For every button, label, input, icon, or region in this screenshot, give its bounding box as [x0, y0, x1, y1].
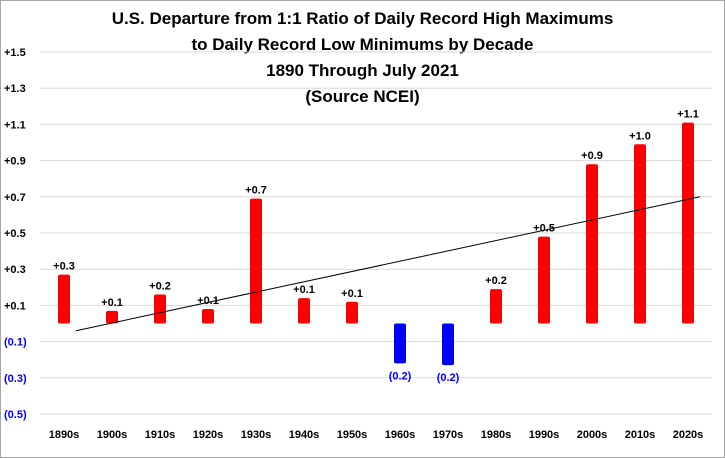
- data-label: +1.0: [629, 130, 651, 142]
- y-tick-label: +0.7: [4, 192, 26, 204]
- data-label: +0.9: [581, 150, 603, 162]
- data-label: +0.3: [53, 261, 75, 273]
- x-tick-label: 1970s: [433, 429, 464, 441]
- y-tick-label: (0.5): [4, 409, 27, 421]
- bar: [634, 144, 646, 324]
- x-tick-label: 1930s: [241, 429, 272, 441]
- data-label: +0.5: [533, 223, 555, 235]
- data-label: +0.2: [149, 281, 171, 293]
- y-axis-ticks: +1.5 +1.3 +1.1 +0.9 +0.7 +0.5 +0.3 +0.1 (0.1) (0.…: [4, 47, 27, 421]
- data-label: +0.7: [245, 185, 267, 197]
- y-tick-label: +0.5: [4, 228, 26, 240]
- chart-title: U.S. Departure from 1:1 Ratio of Daily R…: [0, 6, 725, 110]
- title-line-3: 1890 Through July 2021: [266, 61, 459, 80]
- trendline: [75, 196, 701, 332]
- data-label: +0.2: [485, 275, 507, 287]
- data-label: +0.1: [293, 284, 315, 296]
- x-tick-label: 2010s: [625, 429, 656, 441]
- bar: [250, 198, 262, 324]
- title-line-2: to Daily Record Low Minimums by Decade: [191, 35, 534, 54]
- x-axis-ticks: 1890s 1900s 1910s 1920s 1930s 1940s 1950s 1960s…: [49, 429, 704, 441]
- bar: [298, 298, 310, 324]
- x-tick-label: 1910s: [145, 429, 176, 441]
- y-tick-label: +1.5: [4, 47, 26, 59]
- x-tick-label: 1990s: [529, 429, 560, 441]
- x-tick-label: 1940s: [289, 429, 320, 441]
- x-tick-label: 1890s: [49, 429, 80, 441]
- data-label: +0.1: [341, 288, 363, 300]
- y-tick-label: +1.3: [4, 83, 26, 95]
- y-tick-label: +0.3: [4, 264, 26, 276]
- bars: [58, 122, 694, 366]
- x-tick-label: 2020s: [673, 429, 704, 441]
- data-label: +1.1: [677, 109, 699, 121]
- bar: [202, 309, 214, 324]
- bar: [490, 289, 502, 324]
- x-tick-label: 1980s: [481, 429, 512, 441]
- bar: [586, 164, 598, 324]
- x-tick-label: 1950s: [337, 429, 368, 441]
- bar: [394, 323, 406, 364]
- trend-line: [75, 196, 701, 332]
- data-label: +0.1: [197, 295, 219, 307]
- y-tick-label: (0.1): [4, 337, 27, 349]
- data-label: (0.2): [389, 370, 412, 382]
- data-label: (0.2): [437, 372, 460, 384]
- y-tick-label: (0.3): [4, 373, 27, 385]
- bar: [682, 122, 694, 324]
- data-label: +0.1: [101, 297, 123, 309]
- x-tick-label: 2000s: [577, 429, 608, 441]
- x-tick-label: 1920s: [193, 429, 224, 441]
- x-tick-label: 1900s: [97, 429, 128, 441]
- x-tick-label: 1960s: [385, 429, 416, 441]
- bar: [154, 294, 166, 324]
- y-tick-label: +0.9: [4, 156, 26, 168]
- data-labels: +0.3 +0.1 +0.2 +0.1 +0.7 +0.1 +0.1 (0.2) (0.2) +0…: [53, 109, 699, 385]
- title-line-4: (Source NCEI): [305, 87, 420, 106]
- bar: [106, 310, 118, 324]
- bar: [442, 323, 454, 366]
- gridlines: [40, 51, 712, 415]
- bar: [538, 236, 550, 324]
- y-tick-label: +0.1: [4, 300, 26, 312]
- bar: [346, 301, 358, 324]
- title-line-1: U.S. Departure from 1:1 Ratio of Daily R…: [111, 9, 614, 28]
- y-tick-label: +1.1: [4, 119, 26, 131]
- bar: [58, 274, 70, 324]
